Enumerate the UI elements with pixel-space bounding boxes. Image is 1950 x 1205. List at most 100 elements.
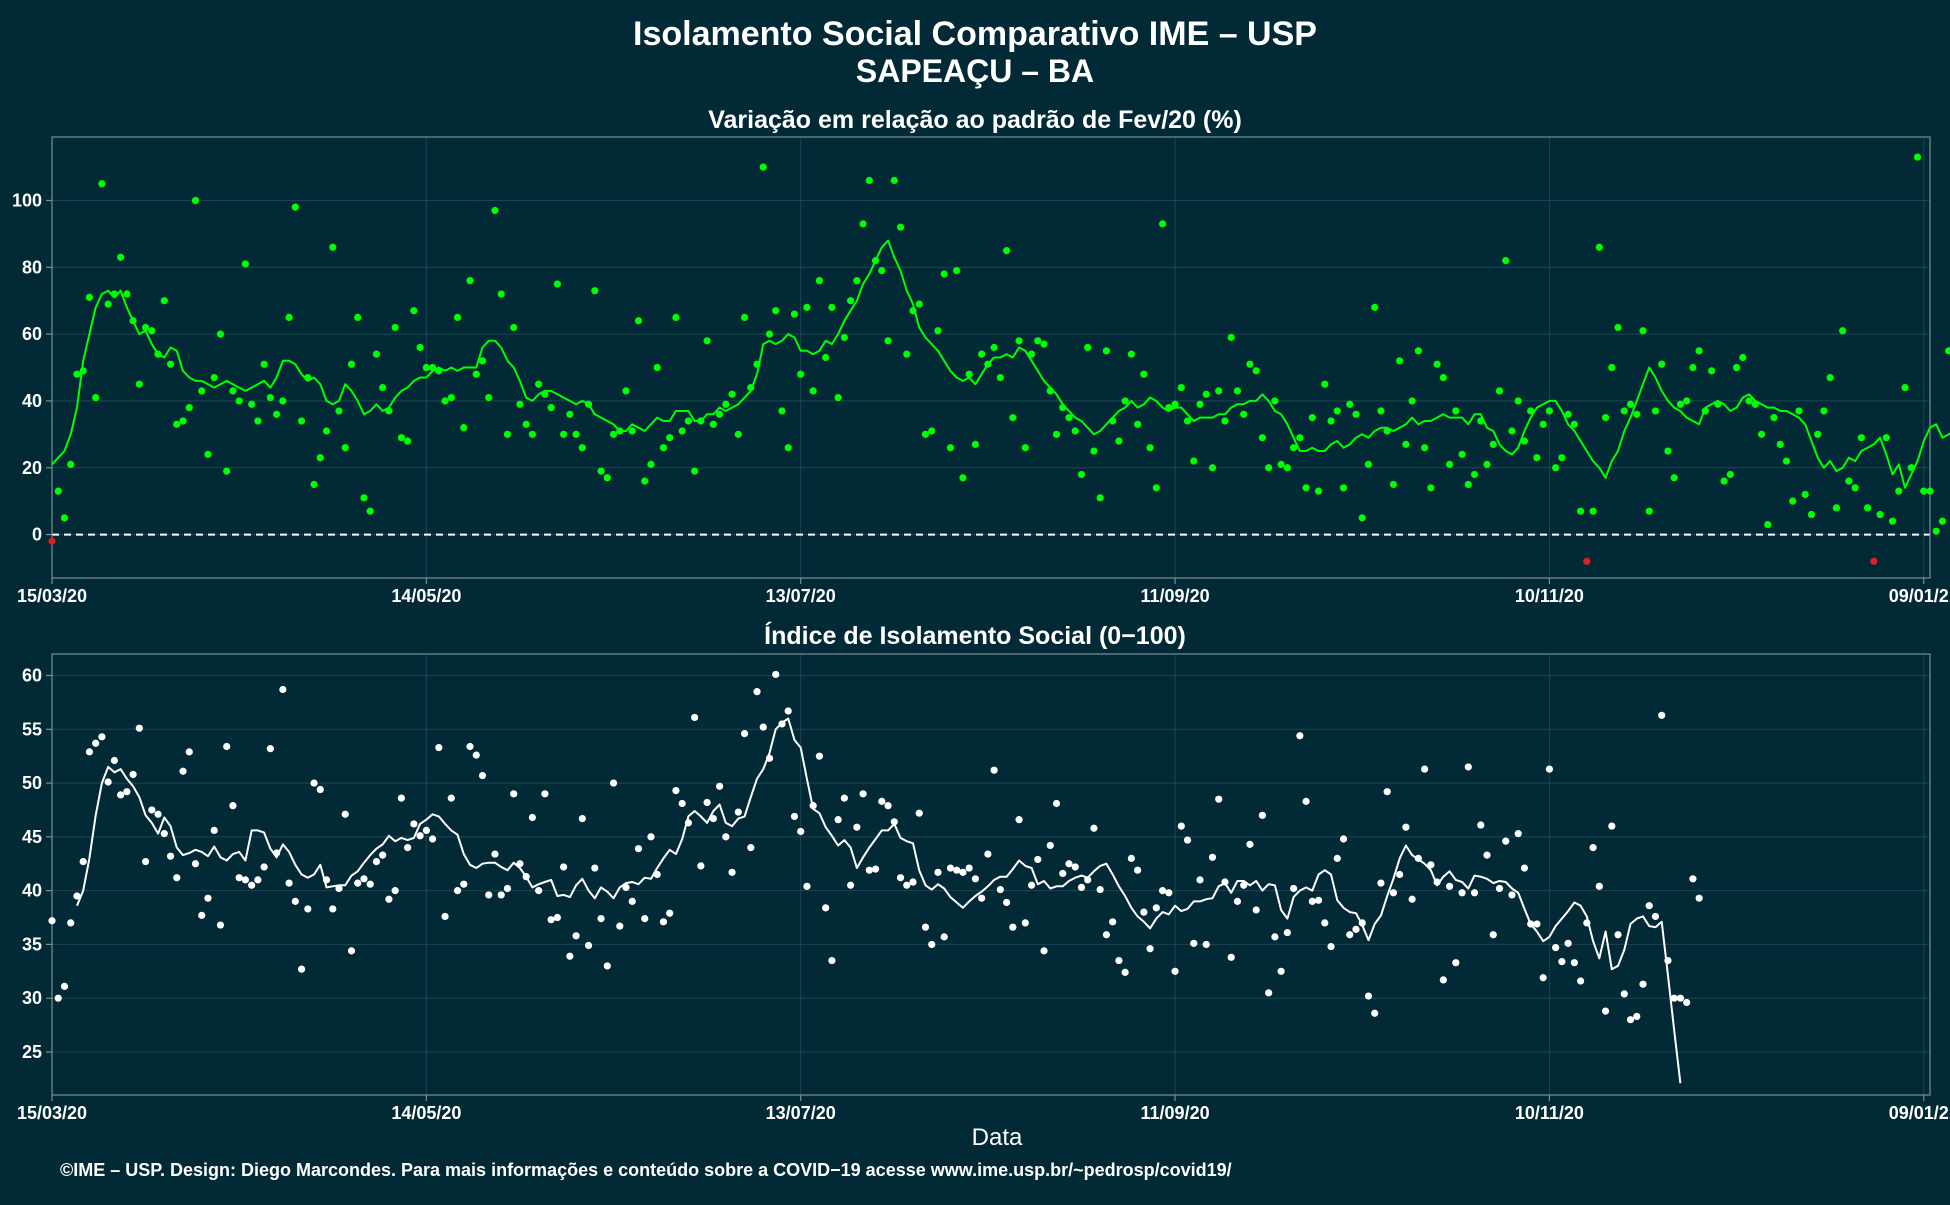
variation-point-77 (528, 430, 537, 438)
variation-moving-average-line (51, 239, 1950, 489)
variation-point-41 (304, 373, 312, 382)
variation-point-266 (1708, 367, 1716, 375)
variation-point-183 (1190, 457, 1198, 465)
variation-point-153 (1002, 246, 1011, 255)
variation-point-271 (1739, 353, 1747, 362)
variation-point-259 (1664, 447, 1672, 455)
index-point-146 (959, 868, 967, 876)
variation-point-18 (160, 297, 168, 305)
index-point-87 (591, 864, 599, 872)
index-point-163 (1065, 860, 1073, 868)
variation-point-5 (79, 367, 87, 375)
index-point-115 (765, 754, 774, 762)
index-point-14 (135, 724, 143, 732)
variation-point-287 (1839, 327, 1847, 335)
variation-point-233 (1502, 257, 1510, 265)
variation-point-66 (460, 424, 468, 432)
variation-x-tick-label-5: 09/01/21 (1889, 586, 1950, 606)
variation-point-3 (67, 460, 75, 469)
index-point-89 (603, 962, 611, 970)
index-point-192 (1246, 840, 1254, 848)
index-point-225 (1452, 959, 1460, 967)
index-point-190 (1233, 897, 1242, 905)
index-point-66 (460, 880, 468, 888)
variation-point-37 (279, 397, 287, 405)
variation-point-140 (921, 430, 930, 438)
index-y-tick-label-1: 30 (22, 988, 42, 1008)
variation-point-157 (1027, 350, 1036, 358)
variation-point-71 (491, 206, 499, 215)
index-point-64 (447, 794, 455, 802)
index-point-128 (847, 881, 855, 889)
index-point-102 (684, 819, 692, 827)
variation-point-79 (541, 390, 549, 398)
variation-point-244 (1570, 420, 1578, 428)
variation-point-57 (404, 437, 412, 445)
panel2-title: Índice de Isolamento Social (0−100) (764, 621, 1186, 650)
index-point-164 (1071, 863, 1079, 871)
index-point-94 (634, 845, 643, 853)
variation-point-149 (978, 350, 986, 358)
variation-point-49 (354, 313, 362, 322)
variation-point-189 (1227, 333, 1235, 342)
variation-point-118 (784, 444, 792, 452)
variation-point-124 (822, 353, 830, 362)
index-point-158 (1034, 855, 1042, 864)
variation-point-263 (1689, 363, 1697, 372)
index-point-84 (572, 932, 580, 940)
variation-point-249 (1601, 414, 1610, 422)
variation-point-234 (1508, 427, 1516, 435)
variation-point-304 (1945, 347, 1950, 355)
index-point-177 (1152, 904, 1160, 912)
index-point-11 (117, 791, 125, 799)
index-point-28 (223, 742, 231, 751)
index-point-262 (1683, 998, 1691, 1007)
index-x-tick-label-5: 09/01/21 (1889, 1103, 1950, 1123)
index-point-200 (1296, 732, 1304, 740)
variation-point-105 (703, 337, 711, 345)
variation-point-262 (1683, 397, 1691, 405)
index-point-220 (1421, 765, 1429, 773)
variation-point-99 (666, 434, 674, 442)
variation-point-186 (1208, 464, 1217, 472)
variation-point-257 (1651, 407, 1660, 415)
index-point-198 (1283, 928, 1291, 937)
variation-point-188 (1221, 417, 1229, 425)
variation-point-209 (1352, 410, 1360, 418)
index-point-137 (903, 881, 911, 889)
variation-point-207 (1339, 484, 1348, 492)
index-point-243 (1564, 939, 1572, 947)
variation-point-159 (1040, 340, 1048, 348)
variation-point-111 (740, 313, 749, 322)
variation-point-201 (1302, 484, 1310, 492)
variation-point-145 (953, 267, 961, 275)
index-point-83 (566, 952, 574, 960)
variation-point-218 (1408, 397, 1416, 405)
variation-point-167 (1090, 447, 1098, 455)
index-point-21 (179, 767, 187, 775)
index-point-184 (1196, 876, 1204, 884)
index-point-260 (1670, 994, 1678, 1002)
variation-point-178 (1158, 220, 1167, 228)
variation-point-19 (166, 360, 175, 368)
index-point-125 (828, 956, 836, 965)
variation-point-254 (1633, 410, 1641, 418)
variation-point-52 (372, 350, 381, 358)
index-point-59 (416, 832, 424, 840)
index-point-82 (560, 863, 568, 871)
index-point-150 (984, 850, 992, 858)
variation-point-11 (117, 253, 125, 261)
variation-point-8 (98, 180, 106, 188)
variation-point-205 (1327, 417, 1335, 425)
index-y-tick-label-4: 45 (22, 827, 42, 847)
variation-point-210 (1358, 514, 1366, 522)
variation-point-296 (1895, 487, 1903, 495)
index-x-tick-label-1: 14/05/20 (391, 1103, 461, 1123)
variation-point-10 (110, 290, 118, 298)
variation-point-274 (1757, 430, 1766, 438)
variation-point-268 (1720, 477, 1728, 485)
index-point-234 (1508, 891, 1516, 899)
variation-point-179 (1165, 404, 1173, 412)
index-point-60 (422, 826, 430, 835)
variation-point-30 (235, 397, 243, 405)
